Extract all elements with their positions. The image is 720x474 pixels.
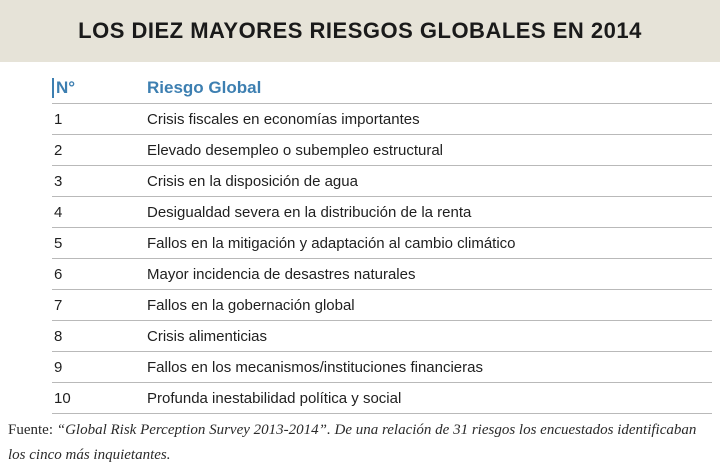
title-banner: LOS DIEZ MAYORES RIESGOS GLOBALES EN 201… — [0, 0, 720, 62]
table-row: 3 Crisis en la disposición de agua — [52, 166, 712, 197]
table-row: 9 Fallos en los mecanismos/instituciones … — [52, 352, 712, 383]
risk-label: Crisis en la disposición de agua — [147, 172, 358, 190]
source-label: Fuente: — [8, 422, 57, 438]
risk-number: 2 — [54, 141, 63, 159]
table-row: 1 Crisis fiscales en economías importante… — [52, 104, 712, 135]
table-row: 5 Fallos en la mitigación y adaptación al… — [52, 228, 712, 259]
risk-number: 7 — [54, 296, 63, 314]
risk-number: 5 — [54, 234, 63, 252]
table-row: 6 Mayor incidencia de desastres naturales — [52, 259, 712, 290]
risk-number: 6 — [54, 265, 63, 283]
risk-number: 3 — [54, 172, 63, 190]
risk-label: Fallos en la mitigación y adaptación al … — [147, 234, 516, 252]
header-number: N° — [52, 78, 147, 98]
table-row: 4 Desigualdad severa en la distribución d… — [52, 197, 712, 228]
table-row: 2 Elevado desempleo o subempleo estructur… — [52, 135, 712, 166]
risk-label: Fallos en los mecanismos/instituciones f… — [147, 358, 483, 376]
risk-label: Crisis fiscales en economías importantes — [147, 110, 420, 128]
risk-number: 10 — [54, 389, 71, 407]
risk-number: 9 — [54, 358, 63, 376]
table-row: 7 Fallos en la gobernación global — [52, 290, 712, 321]
source-text: “Global Risk Perception Survey 2013-2014… — [8, 422, 697, 463]
header-risk: Riesgo Global — [147, 78, 262, 97]
risks-table: N° Riesgo Global 1 Crisis fiscales en eco… — [52, 73, 712, 414]
risk-label: Fallos en la gobernación global — [147, 296, 355, 314]
risk-number: 8 — [54, 327, 63, 345]
risk-label: Mayor incidencia de desastres naturales — [147, 265, 416, 283]
risk-label: Profunda inestabilidad política y social — [147, 389, 402, 407]
table-row: 10 Profunda inestabilidad política y soci… — [52, 383, 712, 414]
risk-label: Elevado desempleo o subempleo estructura… — [147, 141, 444, 159]
table-row: 8 Crisis alimenticias — [52, 321, 712, 352]
risk-label: Crisis alimenticias — [147, 327, 268, 345]
risk-number: 4 — [54, 203, 63, 221]
page-title: LOS DIEZ MAYORES RIESGOS GLOBALES EN 201… — [78, 18, 642, 43]
table-header: N° Riesgo Global — [52, 73, 712, 104]
risk-label: Desigualdad severa en la distribución de… — [147, 203, 472, 221]
source-note: Fuente: “Global Risk Perception Survey 2… — [8, 418, 708, 468]
risk-number: 1 — [54, 110, 63, 128]
